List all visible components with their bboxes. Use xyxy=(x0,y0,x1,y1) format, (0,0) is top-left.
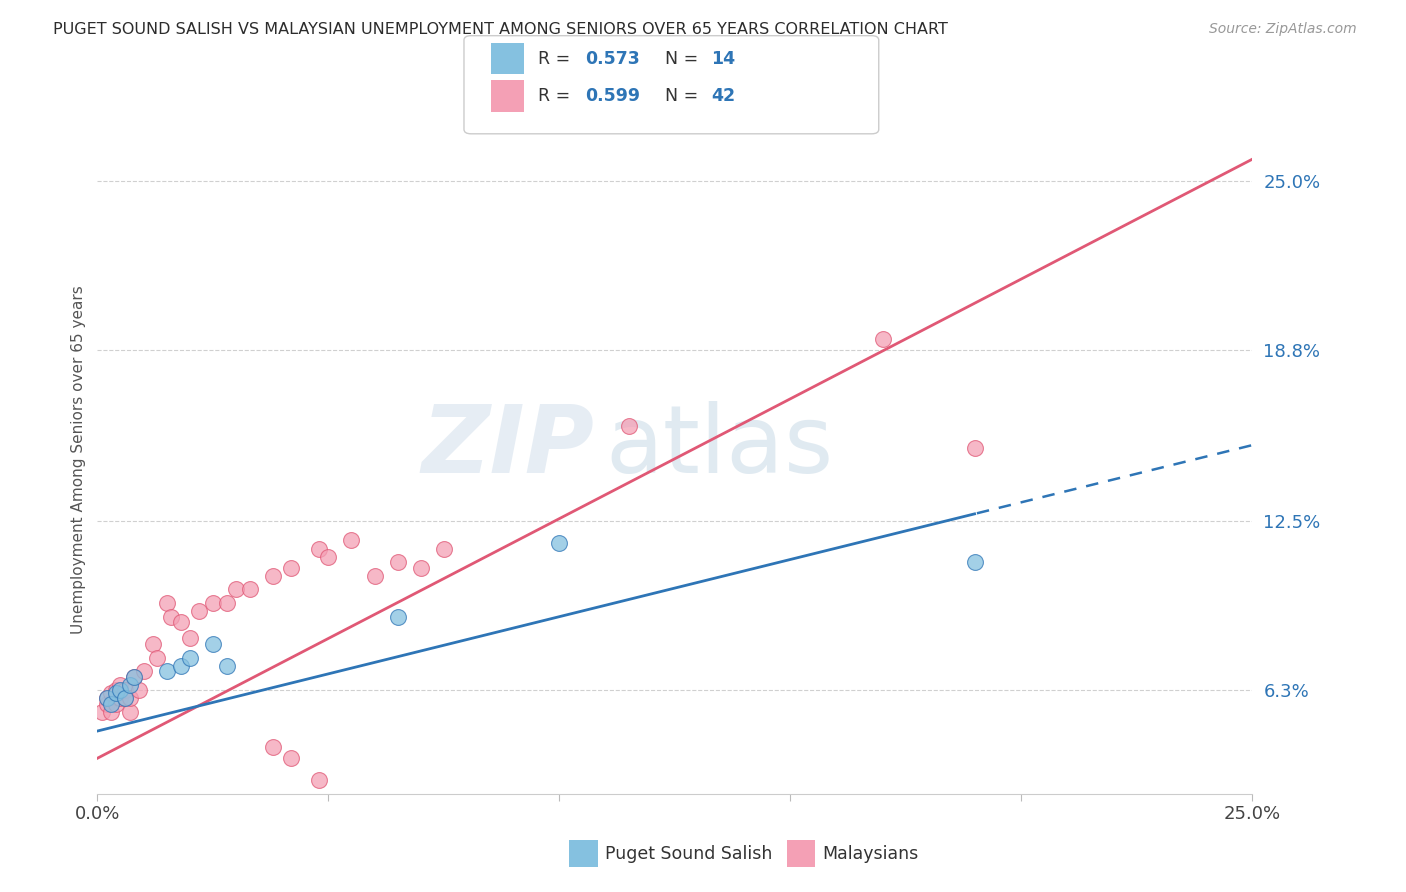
Point xyxy=(142,637,165,651)
Point xyxy=(104,686,127,700)
Text: R =: R = xyxy=(538,87,576,105)
Point xyxy=(169,658,191,673)
Point xyxy=(239,582,262,597)
Point xyxy=(179,650,201,665)
Point xyxy=(965,555,987,569)
Point xyxy=(340,533,363,548)
Point xyxy=(262,569,284,583)
Point xyxy=(387,555,409,569)
Text: 0.573: 0.573 xyxy=(585,50,640,68)
Point xyxy=(118,678,141,692)
Text: Malaysians: Malaysians xyxy=(823,845,918,863)
Point xyxy=(308,773,330,788)
Point xyxy=(104,697,127,711)
Point xyxy=(118,691,141,706)
Point xyxy=(100,686,122,700)
Text: PUGET SOUND SALISH VS MALAYSIAN UNEMPLOYMENT AMONG SENIORS OVER 65 YEARS CORRELA: PUGET SOUND SALISH VS MALAYSIAN UNEMPLOY… xyxy=(53,22,948,37)
Point xyxy=(91,705,114,719)
Text: N =: N = xyxy=(665,50,704,68)
Point xyxy=(132,664,155,678)
Point xyxy=(201,596,224,610)
Point xyxy=(617,419,640,434)
Text: 42: 42 xyxy=(711,87,735,105)
Point xyxy=(215,596,238,610)
Text: Puget Sound Salish: Puget Sound Salish xyxy=(605,845,772,863)
Point xyxy=(156,664,179,678)
Text: ZIP: ZIP xyxy=(422,401,593,492)
Text: R =: R = xyxy=(538,50,576,68)
Point xyxy=(225,582,247,597)
Point xyxy=(215,658,238,673)
Point xyxy=(124,669,146,683)
Point xyxy=(96,697,118,711)
Point xyxy=(280,751,302,765)
Text: Source: ZipAtlas.com: Source: ZipAtlas.com xyxy=(1209,22,1357,37)
Point xyxy=(363,569,385,583)
Point xyxy=(308,541,330,556)
Y-axis label: Unemployment Among Seniors over 65 years: Unemployment Among Seniors over 65 years xyxy=(72,285,86,634)
Point xyxy=(179,632,201,646)
Text: 14: 14 xyxy=(711,50,735,68)
Text: 0.599: 0.599 xyxy=(585,87,640,105)
Point xyxy=(156,596,179,610)
Point xyxy=(96,691,118,706)
Point xyxy=(110,678,132,692)
Point xyxy=(96,691,118,706)
Point xyxy=(146,650,169,665)
Point xyxy=(128,683,150,698)
Point xyxy=(318,549,340,564)
Point xyxy=(110,683,132,698)
Point xyxy=(124,669,146,683)
Point xyxy=(201,637,224,651)
Point xyxy=(160,609,183,624)
Point xyxy=(114,683,136,698)
Point xyxy=(114,691,136,706)
Point xyxy=(110,691,132,706)
Text: N =: N = xyxy=(665,87,704,105)
Point xyxy=(433,541,456,556)
Point xyxy=(409,560,432,574)
Point xyxy=(100,697,122,711)
Point xyxy=(387,609,409,624)
Point xyxy=(548,536,571,550)
Point xyxy=(262,740,284,755)
Point xyxy=(104,683,127,698)
Point xyxy=(965,441,987,455)
Point xyxy=(872,332,894,346)
Text: atlas: atlas xyxy=(606,401,834,492)
Point xyxy=(118,705,141,719)
Point xyxy=(169,615,191,629)
Point xyxy=(188,604,211,618)
Point xyxy=(114,691,136,706)
Point xyxy=(280,560,302,574)
Point xyxy=(100,705,122,719)
